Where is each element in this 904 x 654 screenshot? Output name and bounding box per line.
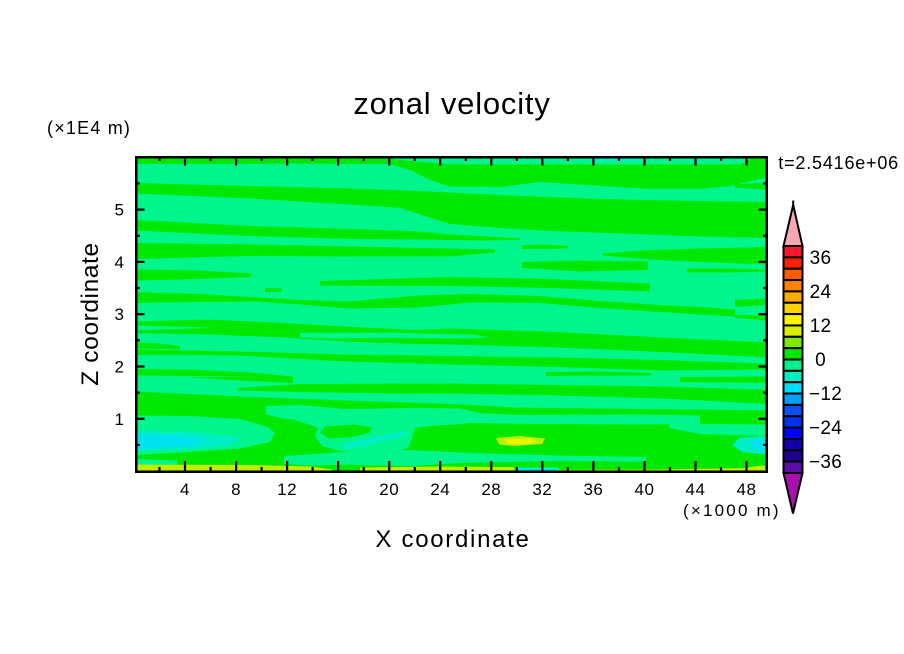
svg-text:−12: −12 (809, 384, 842, 405)
svg-text:24: 24 (430, 480, 450, 499)
svg-text:12: 12 (810, 316, 832, 337)
svg-text:36: 36 (583, 480, 603, 499)
svg-text:32: 32 (532, 480, 552, 499)
svg-text:20: 20 (379, 480, 399, 499)
svg-text:24: 24 (810, 282, 832, 303)
svg-text:40: 40 (635, 480, 655, 499)
svg-text:−24: −24 (809, 418, 842, 439)
svg-text:12: 12 (277, 480, 297, 499)
svg-text:3: 3 (115, 305, 124, 324)
svg-text:−36: −36 (809, 452, 842, 473)
svg-text:2: 2 (115, 358, 124, 377)
svg-text:1: 1 (115, 410, 124, 429)
svg-text:(×1E4 m): (×1E4 m) (47, 118, 131, 138)
svg-text:44: 44 (686, 480, 706, 499)
svg-text:4: 4 (180, 480, 190, 499)
svg-text:4: 4 (115, 253, 124, 272)
svg-text:Z coordinate: Z coordinate (77, 242, 104, 385)
svg-text:5: 5 (115, 201, 124, 220)
svg-text:X coordinate: X coordinate (375, 526, 530, 553)
svg-text:zonal velocity: zonal velocity (353, 86, 550, 121)
svg-text:t=2.5416e+06: t=2.5416e+06 (778, 153, 899, 173)
svg-text:8: 8 (231, 480, 241, 499)
svg-text:28: 28 (481, 480, 501, 499)
svg-text:48: 48 (737, 480, 757, 499)
svg-text:(×1000 m): (×1000 m) (683, 501, 781, 520)
svg-text:36: 36 (810, 248, 832, 269)
svg-text:0: 0 (815, 350, 826, 371)
svg-text:16: 16 (328, 480, 348, 499)
